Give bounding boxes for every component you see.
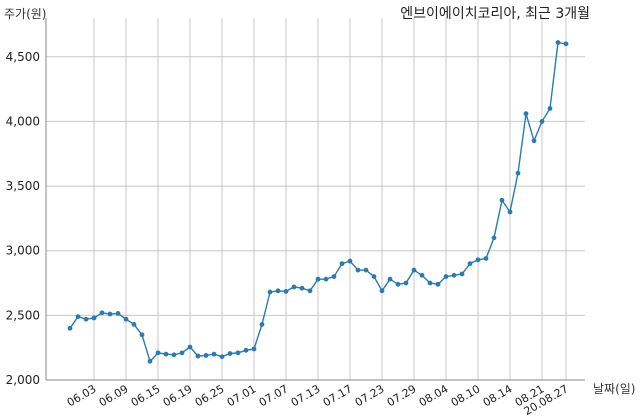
data-point xyxy=(387,276,393,282)
data-point xyxy=(435,281,441,287)
x-tick-label: 07.23 xyxy=(353,382,387,409)
data-point xyxy=(171,352,177,358)
data-point xyxy=(195,353,201,359)
x-tick-label: 07.17 xyxy=(321,382,355,409)
axes xyxy=(45,18,585,381)
data-point xyxy=(163,351,169,357)
data-point xyxy=(379,288,385,294)
data-point xyxy=(355,267,361,273)
data-point xyxy=(555,40,561,45)
data-point xyxy=(227,351,233,356)
x-tick-label: 06.19 xyxy=(161,382,195,409)
data-point xyxy=(115,311,121,316)
y-tick-label: 4,000 xyxy=(6,114,40,128)
x-tick-label: 06.09 xyxy=(97,382,131,409)
data-point xyxy=(419,272,425,278)
data-point xyxy=(371,274,377,279)
x-tick-label: 08.14 xyxy=(481,382,515,409)
data-point xyxy=(107,311,113,317)
data-point xyxy=(147,358,153,364)
y-tick-label: 3,000 xyxy=(6,244,40,258)
data-point xyxy=(155,350,161,356)
data-point xyxy=(459,271,465,277)
data-point xyxy=(347,258,353,264)
x-axis-label: 날짜(일) xyxy=(593,382,635,396)
data-point xyxy=(187,344,193,350)
y-tick-labels: 2,000 2,500 3,000 3,500 4,000 4,500 xyxy=(6,50,40,387)
data-point xyxy=(443,274,449,279)
data-point xyxy=(395,281,401,287)
data-point xyxy=(123,316,129,322)
data-point xyxy=(83,316,89,322)
data-point xyxy=(91,315,97,321)
data-point xyxy=(211,351,217,357)
data-point xyxy=(499,197,505,203)
x-tick-label: 07.29 xyxy=(385,382,419,409)
y-axis-label: 주가(원) xyxy=(4,7,46,21)
data-point xyxy=(515,170,521,176)
data-point xyxy=(203,353,209,358)
data-point xyxy=(411,267,417,273)
x-tick-label: 07.13 xyxy=(289,382,323,409)
data-point xyxy=(299,285,305,291)
x-tick-label: 08.10 xyxy=(449,382,483,409)
data-point xyxy=(219,354,225,360)
data-point xyxy=(267,289,273,295)
data-point xyxy=(67,325,73,331)
data-point xyxy=(475,257,481,263)
data-point xyxy=(451,272,457,278)
data-point xyxy=(275,288,281,294)
y-tick-label: 2,500 xyxy=(6,308,40,322)
data-point xyxy=(427,280,433,286)
price-series xyxy=(67,40,569,364)
x-tick-label: 06.15 xyxy=(129,382,163,409)
data-point xyxy=(235,350,241,356)
y-tick-label: 2,000 xyxy=(6,373,40,387)
x-tick-label: 07.01 xyxy=(225,382,259,409)
data-point xyxy=(339,261,345,267)
data-point xyxy=(179,350,185,356)
x-tick-labels: 06.0306.0906.1506.1906.2507.0107.0707.13… xyxy=(65,382,571,418)
y-tick-label: 4,500 xyxy=(6,50,40,64)
data-point xyxy=(291,284,297,290)
data-point xyxy=(251,346,257,352)
data-point xyxy=(491,235,497,241)
x-tick-label: 08.04 xyxy=(417,382,451,409)
data-point xyxy=(323,276,329,282)
y-tick-label: 3,500 xyxy=(6,179,40,193)
data-point xyxy=(307,288,313,294)
data-point xyxy=(75,314,81,320)
data-point xyxy=(259,322,265,327)
data-point xyxy=(243,347,249,353)
data-point xyxy=(363,267,369,273)
data-point xyxy=(523,111,529,117)
grid xyxy=(46,18,585,380)
data-point xyxy=(139,332,145,338)
x-tick-label: 06.03 xyxy=(65,382,99,409)
data-point xyxy=(547,106,553,111)
data-point xyxy=(403,280,409,286)
data-point xyxy=(467,261,473,267)
chart-title: 엔브이에이치코리아, 최근 3개월 xyxy=(400,6,590,22)
data-point xyxy=(539,119,545,124)
data-point xyxy=(315,276,321,282)
data-point xyxy=(99,310,105,316)
data-point xyxy=(563,41,569,47)
data-point xyxy=(483,256,489,261)
data-point xyxy=(131,322,137,327)
x-tick-label: 06.25 xyxy=(193,382,227,409)
x-tick-label: 07.07 xyxy=(257,382,291,409)
data-point xyxy=(507,209,513,215)
data-point xyxy=(331,274,337,279)
data-point xyxy=(283,289,289,294)
data-point xyxy=(531,138,537,144)
